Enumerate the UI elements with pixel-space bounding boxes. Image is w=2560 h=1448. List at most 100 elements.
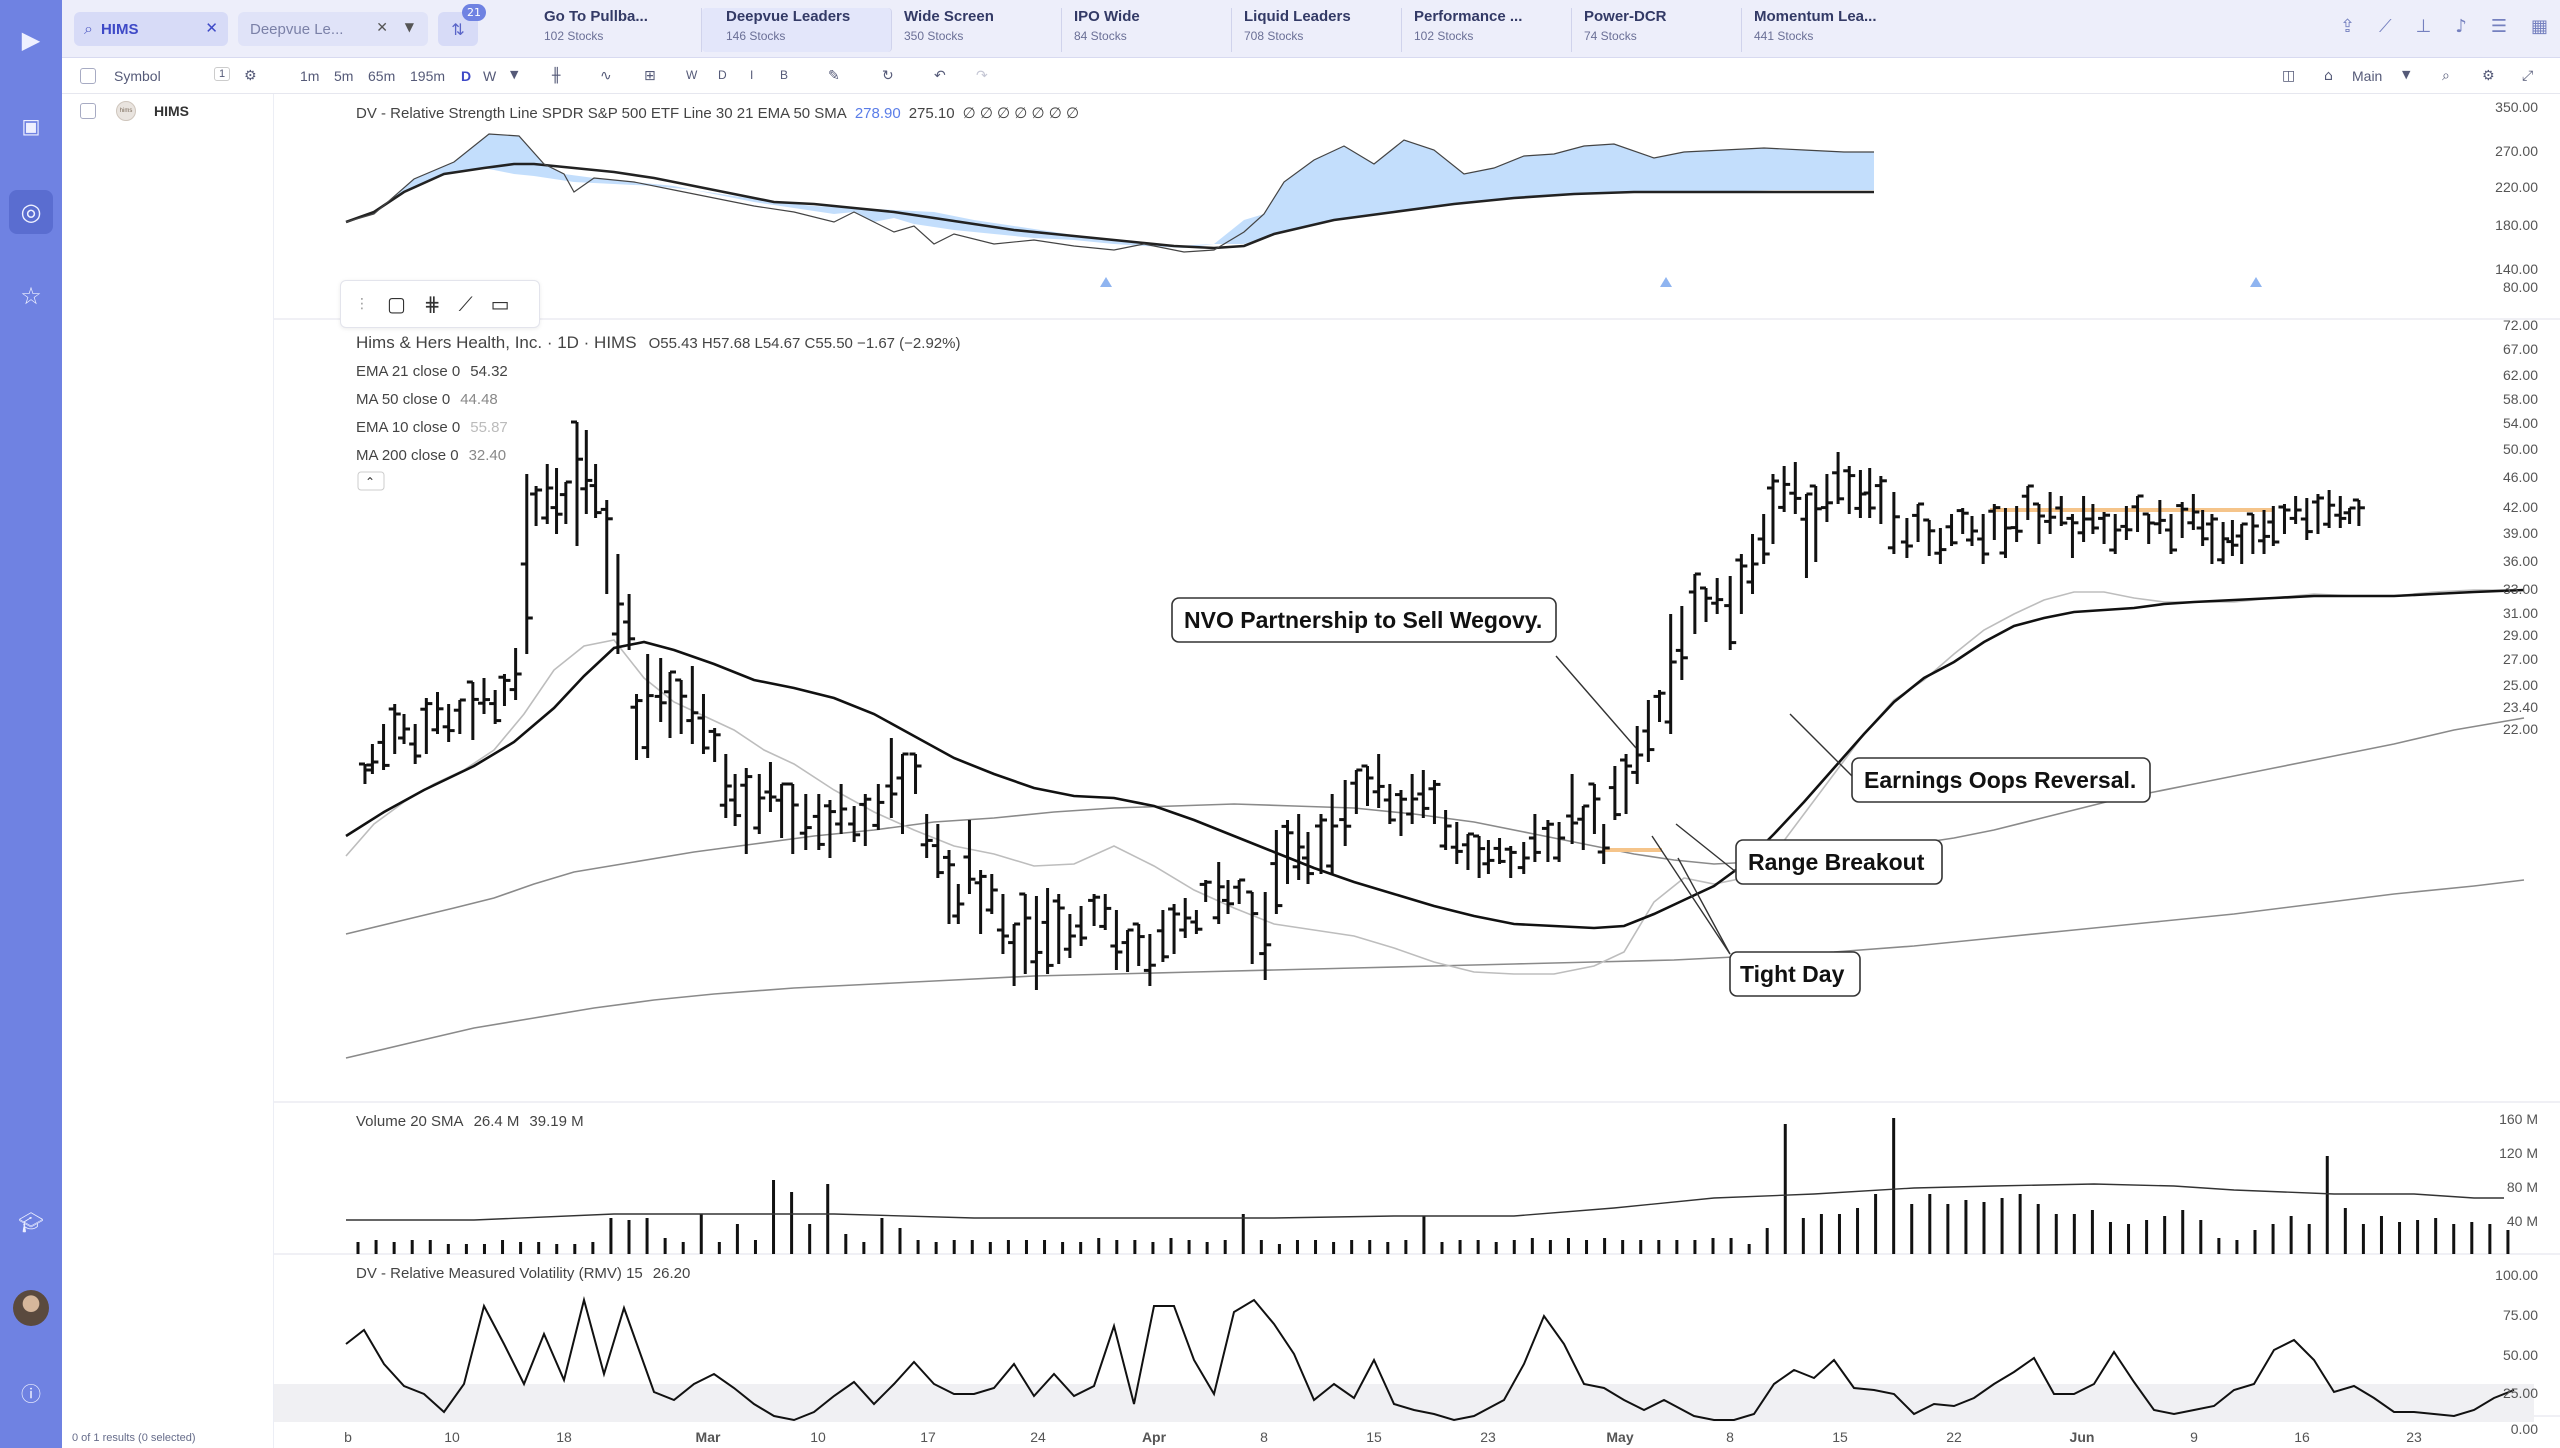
price-bar — [812, 794, 825, 850]
search-input[interactable]: HIMS — [100, 20, 139, 38]
price-tick: 31.00 — [2503, 605, 2538, 621]
trendline-tool-icon[interactable]: ⟋ — [458, 292, 473, 316]
save-icon[interactable]: ⌂ — [2324, 68, 2333, 84]
list-selector[interactable]: Deepvue Le... ✕ ▼ — [238, 12, 428, 46]
price-chart[interactable]: NVO Partnership to Sell Wegovy. Earnings… — [274, 94, 2560, 1448]
search-box[interactable]: ⌕ HIMS ✕ — [74, 12, 228, 46]
screener-icon[interactable]: ▣ — [21, 114, 41, 138]
avatar[interactable] — [13, 1290, 49, 1326]
price-bar — [2334, 496, 2347, 528]
tab-momentum-leaders[interactable]: Momentum Lea... 441 Stocks — [1742, 8, 1912, 52]
price-bar — [1212, 862, 1225, 924]
price-bar — [530, 486, 543, 526]
price-bar — [1461, 832, 1474, 870]
compare-icon[interactable]: ⊥ — [2415, 16, 2432, 37]
tab-subtitle: 102 Stocks — [1414, 29, 1474, 43]
chart-settings-icon[interactable]: ⚙ — [2482, 68, 2495, 84]
layout-name[interactable]: Main — [2352, 68, 2383, 84]
period-i[interactable]: I — [750, 68, 754, 82]
timeframe-5m[interactable]: 5m — [334, 68, 354, 84]
select-all-checkbox[interactable] — [80, 68, 96, 84]
fib-tool-icon[interactable]: ⋕ — [423, 292, 441, 316]
collapse-legend-button[interactable] — [357, 471, 385, 491]
price-bar — [1504, 846, 1517, 878]
price-bar — [2300, 498, 2313, 540]
draw-icon[interactable]: ✎ — [828, 68, 840, 84]
clear-list-icon[interactable]: ✕ — [376, 20, 388, 36]
price-bar — [1493, 838, 1506, 864]
bell-icon[interactable]: ♪ — [2455, 16, 2467, 37]
tab-subtitle: 708 Stocks — [1244, 29, 1304, 43]
price-bar — [835, 784, 848, 834]
note-tool-icon[interactable]: ▭ — [490, 292, 510, 316]
price-bar — [1809, 484, 1822, 562]
redo-icon[interactable]: ↷ — [976, 68, 988, 84]
education-icon[interactable]: 🎓︎ — [18, 1210, 44, 1234]
period-w[interactable]: W — [686, 68, 698, 82]
zoom-icon[interactable]: ⌕ — [2442, 68, 2450, 84]
star-icon[interactable]: ☆ — [20, 282, 42, 310]
price-bar — [1156, 910, 1169, 962]
svg-text:0.00: 0.00 — [2511, 1421, 2538, 1437]
price-bar — [799, 794, 812, 850]
layout-icon[interactable]: ◫ — [2282, 68, 2296, 84]
settings-gear-icon[interactable]: ⚙ — [244, 68, 257, 84]
price-bar — [442, 704, 455, 742]
refresh-icon[interactable]: ↻ — [882, 68, 894, 84]
charts-icon[interactable]: ◎ — [9, 190, 53, 234]
tab-wide-screen[interactable]: Wide Screen 350 Stocks — [892, 8, 1062, 52]
timeframe-65m[interactable]: 65m — [368, 68, 396, 84]
y-axis-rs: 350.00 270.00 220.00 180.00 140.00 — [2495, 99, 2538, 277]
price-tick: 62.00 — [2503, 367, 2538, 383]
tab-go-to-pullback[interactable]: Go To Pullba... 102 Stocks — [532, 8, 702, 52]
tab-subtitle: 102 Stocks — [544, 29, 604, 43]
undo-icon[interactable]: ↶ — [934, 68, 946, 84]
volume-sma-line — [346, 1183, 2504, 1221]
price-tick: 46.00 — [2503, 469, 2538, 485]
price-bar — [589, 464, 602, 518]
templates-icon[interactable]: ⊞ — [644, 68, 656, 84]
rectangle-tool-icon[interactable]: ▢ — [387, 292, 406, 316]
price-bar — [1008, 922, 1021, 986]
price-bar — [2153, 500, 2166, 534]
chevron-down-icon[interactable]: ▼ — [2402, 68, 2411, 81]
timeframe-d[interactable]: D — [461, 68, 472, 84]
share-icon[interactable]: ⇪ — [2339, 16, 2356, 37]
tab-deepvue-leaders[interactable]: Deepvue Leaders 146 Stocks — [702, 8, 892, 52]
list-item[interactable]: hims HIMS — [62, 94, 274, 128]
drag-handle-icon[interactable]: ⋮ — [355, 296, 369, 312]
clear-search-icon[interactable]: ✕ — [205, 19, 218, 37]
price-bar — [1394, 790, 1407, 836]
tab-subtitle: 84 Stocks — [1074, 29, 1127, 43]
period-b[interactable]: B — [780, 68, 789, 82]
help-icon[interactable]: ⓘ — [21, 1381, 41, 1406]
tab-power-dcr[interactable]: Power-DCR 74 Stocks — [1572, 8, 1742, 52]
chevron-down-icon[interactable]: ▼ — [404, 20, 414, 34]
play-logo-icon[interactable]: ▶ — [21, 26, 41, 54]
chart-icon[interactable]: ⟋ — [2379, 16, 2392, 37]
line-chart-icon[interactable]: ∿ — [600, 68, 612, 84]
timeframe-195m[interactable]: 195m — [410, 68, 446, 84]
indicators-icon[interactable]: ╫ — [552, 68, 561, 84]
list-view-icon[interactable]: ☰ — [2490, 16, 2507, 37]
chevron-down-icon[interactable]: ▼ — [510, 68, 519, 81]
price-tick: 36.00 — [2503, 553, 2538, 569]
svg-text:180.00: 180.00 — [2495, 217, 2538, 233]
tab-performance[interactable]: Performance ... 102 Stocks — [1402, 8, 1572, 52]
svg-text:75.00: 75.00 — [2503, 1307, 2538, 1323]
tab-ipo-wide[interactable]: IPO Wide 84 Stocks — [1062, 8, 1232, 52]
ma-50-line — [345, 717, 2525, 935]
date-tick: 18 — [556, 1429, 572, 1445]
timeframe-1m[interactable]: 1m — [300, 68, 320, 84]
ema-21-line — [345, 588, 2525, 930]
x-axis-dates: b 10 18 Mar 10 17 24 Apr 8 15 23 May 8 15 22 Jun 9 16 23 — [344, 1429, 2422, 1445]
period-d[interactable]: D — [718, 68, 727, 82]
grid-view-icon[interactable]: ▦ — [2530, 16, 2548, 37]
filter-button[interactable]: ⇅ 21 — [438, 4, 486, 46]
fullscreen-icon[interactable]: ⤢ — [2522, 68, 2534, 84]
timeframe-w[interactable]: W — [483, 68, 497, 84]
tab-liquid-leaders[interactable]: Liquid Leaders 708 Stocks — [1232, 8, 1402, 52]
price-bar — [1945, 514, 1958, 546]
row-checkbox[interactable] — [80, 103, 96, 119]
price-bar — [2246, 512, 2259, 554]
